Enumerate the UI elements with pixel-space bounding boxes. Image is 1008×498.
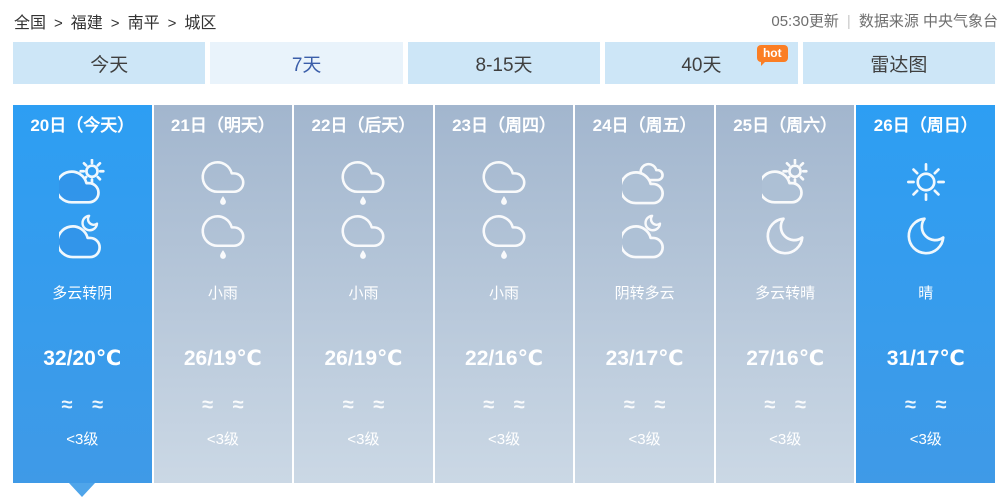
divider: | [846, 13, 851, 30]
cloud-moon-icon [59, 213, 105, 259]
condition: 小雨 [207, 285, 238, 302]
condition: 多云转阴 [52, 285, 113, 302]
wind-symbols: ≈ ≈ [905, 394, 947, 416]
tab-label: 雷达图 [870, 54, 928, 76]
tab-label: 7天 [291, 54, 322, 76]
moon-icon [903, 213, 949, 259]
breadcrumb-item[interactable]: 全国 [14, 15, 47, 32]
day-column-1[interactable]: 21日（明天） 小雨 26/19℃ ≈ ≈ <3级 [153, 105, 293, 483]
breadcrumb-item[interactable]: 南平 [127, 15, 160, 32]
condition: 晴 [918, 285, 934, 302]
update-info: 05:30更新 | 数据来源 中央气象台 [771, 10, 998, 31]
day-date: 23日（周四） [452, 116, 556, 135]
cloud-sun-icon [762, 159, 808, 205]
temperature: 26/19℃ [183, 347, 262, 370]
temperature: 23/17℃ [605, 347, 684, 370]
day-column-4[interactable]: 24日（周五） 阴转多云 23/17℃ ≈ ≈ <3级 [575, 105, 714, 483]
breadcrumb-separator: > [54, 15, 63, 32]
rain-icon [340, 213, 386, 259]
day-date: 22日（后天） [311, 116, 416, 135]
condition: 多云转晴 [755, 285, 816, 302]
wind-symbols: ≈ ≈ [61, 394, 104, 416]
breadcrumb: 全国 > 福建 > 南平 > 城区 [14, 9, 216, 33]
day-column-3[interactable]: 23日（周四） 小雨 22/16℃ ≈ ≈ <3级 [434, 105, 574, 483]
forecast-strip: 20日（今天） 多云转阴 32/20℃ ≈ ≈ <3级 21日（明天） 小雨 26/19℃ ≈ … [13, 105, 996, 483]
wind-symbols: ≈ ≈ [623, 394, 666, 416]
breadcrumb-item[interactable]: 福建 [70, 15, 103, 32]
tab-7days[interactable]: 7天 [210, 42, 403, 84]
cloud-sun-icon [59, 159, 105, 205]
day-date: 20日（今天） [30, 116, 135, 135]
day-column-0[interactable]: 20日（今天） 多云转阴 32/20℃ ≈ ≈ <3级 [13, 105, 152, 483]
rain-icon [340, 159, 386, 205]
day-column-2[interactable]: 22日（后天） 小雨 26/19℃ ≈ ≈ <3级 [294, 105, 433, 483]
wind-symbols: ≈ ≈ [342, 394, 385, 416]
tab-label: 40天 [681, 54, 722, 76]
day-date: 24日（周五） [592, 116, 697, 135]
wind-level: <3级 [909, 431, 942, 448]
condition: 小雨 [348, 285, 379, 302]
rain-icon [200, 213, 246, 259]
breadcrumb-item[interactable]: 城区 [184, 15, 217, 32]
sun-icon [903, 159, 949, 205]
temperature: 31/17℃ [886, 347, 965, 370]
condition: 小雨 [489, 285, 520, 302]
wind-level: <3级 [347, 431, 380, 448]
temperature: 26/19℃ [324, 347, 403, 370]
tab-today[interactable]: 今天 [13, 42, 206, 84]
wind-level: <3级 [206, 431, 239, 448]
tab-label: 8-15天 [475, 54, 533, 76]
day-column-5[interactable]: 25日（周六） 多云转晴 27/16℃ ≈ ≈ <3级 [715, 105, 855, 483]
wind-level: <3级 [628, 431, 661, 448]
wind-symbols: ≈ ≈ [764, 394, 806, 416]
condition: 阴转多云 [614, 285, 675, 302]
moon-icon [762, 213, 808, 259]
wind-symbols: ≈ ≈ [202, 394, 244, 416]
breadcrumb-separator: > [110, 15, 120, 32]
day-date: 25日（周六） [733, 116, 838, 135]
day-date: 21日（明天） [170, 116, 275, 135]
day-column-6[interactable]: 26日（周日） 晴 31/17℃ ≈ ≈ <3级 [856, 105, 996, 483]
tab-radar[interactable]: 雷达图 [802, 42, 996, 84]
rain-icon [481, 213, 527, 259]
temperature: 22/16℃ [465, 347, 544, 370]
temperature: 32/20℃ [43, 347, 122, 370]
day-date: 26日（周日） [873, 116, 978, 135]
hot-badge: hot [756, 45, 788, 66]
rain-icon [481, 159, 527, 205]
wind-level: <3级 [769, 431, 802, 448]
temperature: 27/16℃ [746, 347, 825, 370]
tab-40days[interactable]: 40天 hot [605, 42, 798, 84]
wind-level: <3级 [487, 431, 521, 448]
wind-symbols: ≈ ≈ [483, 394, 525, 416]
rain-icon [200, 159, 246, 205]
overcast-icon [621, 159, 668, 205]
tab-bar: 今天 7天 8-15天 40天 hot 雷达图 [13, 42, 996, 84]
data-source: 数据来源 中央气象台 [858, 13, 998, 30]
breadcrumb-separator: > [167, 15, 177, 32]
tab-8-15days[interactable]: 8-15天 [407, 42, 601, 84]
tab-label: 今天 [90, 54, 129, 76]
cloud-moon-icon [621, 213, 668, 259]
wind-level: <3级 [66, 431, 99, 448]
update-time: 05:30更新 [771, 13, 839, 30]
